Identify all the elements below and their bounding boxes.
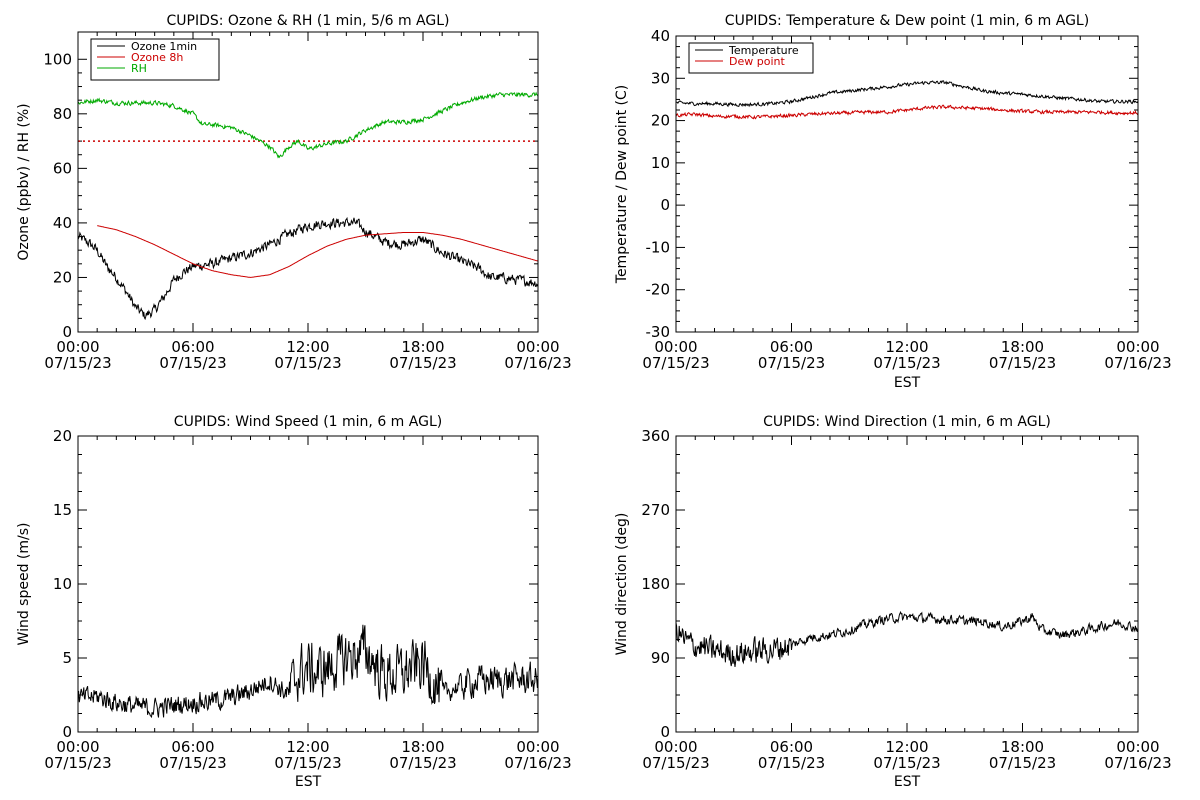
x-tick-label-date: 07/15/23	[642, 754, 709, 772]
x-tick-label-time: 18:00	[1001, 338, 1044, 356]
y-tick-label: -10	[646, 238, 671, 256]
y-tick-label: 20	[651, 112, 670, 130]
plot-frame	[77, 435, 539, 733]
plot-frame	[675, 35, 1139, 333]
legend-box	[688, 42, 814, 74]
x-axis-label: EST	[295, 774, 322, 790]
x-tick-label-date: 07/16/23	[1104, 354, 1171, 372]
x-tick-label-time: 12:00	[885, 338, 928, 356]
y-tick-label: 20	[53, 427, 72, 445]
y-tick-label: 90	[651, 649, 670, 667]
x-axis-label: EST	[894, 774, 921, 790]
x-tick-label-time: 06:00	[171, 338, 214, 356]
x-tick-label-time: 00:00	[516, 738, 559, 756]
y-tick-label: 0	[660, 196, 670, 214]
x-tick-label-date: 07/15/23	[274, 754, 341, 772]
x-tick-label-time: 18:00	[401, 738, 444, 756]
plot-frame	[77, 31, 539, 333]
x-tick-label-time: 00:00	[654, 338, 697, 356]
y-tick-label: 15	[53, 501, 72, 519]
x-tick-label-time: 12:00	[286, 338, 329, 356]
y-tick-label: 180	[641, 575, 670, 593]
y-tick-label: 270	[641, 501, 670, 519]
x-tick-label-date: 07/15/23	[159, 754, 226, 772]
series-line-dew-point	[676, 104, 1138, 120]
x-tick-label-time: 12:00	[286, 738, 329, 756]
x-tick-label-time: 18:00	[401, 338, 444, 356]
chart-panel-3: CUPIDS: Wind Speed (1 min, 6 m AGL) 0 5 10 1…	[16, 414, 572, 790]
y-axis-label: Wind direction (deg)	[614, 513, 630, 656]
legend-label: Temperature	[728, 44, 799, 57]
x-tick-label-date: 07/15/23	[159, 354, 226, 372]
y-axis-label: Wind speed (m/s)	[16, 523, 32, 646]
y-tick-label: 60	[53, 159, 72, 177]
x-tick-label-date: 07/15/23	[989, 354, 1056, 372]
legend-label: RH	[131, 62, 147, 75]
x-tick-label-date: 07/16/23	[1104, 754, 1171, 772]
chart-title: CUPIDS: Wind Speed (1 min, 6 m AGL)	[174, 414, 442, 430]
x-tick-label-time: 00:00	[1116, 338, 1159, 356]
y-tick-label: 40	[53, 214, 72, 232]
chart-title: CUPIDS: Temperature & Dew point (1 min, …	[725, 13, 1089, 29]
y-tick-label: -30	[646, 323, 671, 341]
x-tick-label-date: 07/15/23	[642, 354, 709, 372]
x-tick-label-date: 07/16/23	[504, 754, 571, 772]
chart-panel-2: CUPIDS: Temperature & Dew point (1 min, …	[614, 13, 1172, 391]
x-tick-label-time: 00:00	[654, 738, 697, 756]
chart-title: CUPIDS: Ozone & RH (1 min, 5/6 m AGL)	[166, 13, 449, 29]
x-tick-label-date: 07/15/23	[758, 754, 825, 772]
series-line	[78, 624, 538, 719]
x-tick-label-time: 06:00	[770, 738, 813, 756]
y-tick-label: 40	[651, 27, 670, 45]
plot-frame	[675, 435, 1139, 733]
x-tick-label-date: 07/15/23	[274, 354, 341, 372]
x-tick-label-date: 07/15/23	[389, 354, 456, 372]
series-line-rh	[78, 91, 538, 159]
x-tick-label-time: 06:00	[770, 338, 813, 356]
y-tick-label: 100	[43, 50, 72, 68]
y-tick-label: 20	[53, 268, 72, 286]
y-tick-label: 0	[62, 323, 72, 341]
y-axis-label: Ozone (ppbv) / RH (%)	[16, 103, 32, 260]
x-tick-label-date: 07/15/23	[989, 754, 1056, 772]
x-tick-label-time: 00:00	[516, 338, 559, 356]
series-line-temperature	[676, 80, 1138, 108]
y-tick-label: 80	[53, 105, 72, 123]
y-tick-label: -20	[646, 281, 671, 299]
x-tick-label-time: 12:00	[885, 738, 928, 756]
legend-label: Ozone 1min	[131, 40, 197, 53]
x-tick-label-time: 18:00	[1001, 738, 1044, 756]
y-tick-label: 10	[651, 154, 670, 172]
x-tick-label-date: 07/15/23	[44, 754, 111, 772]
chart-panel-1: CUPIDS: Ozone & RH (1 min, 5/6 m AGL) 0 20…	[16, 13, 572, 372]
y-tick-label: 0	[660, 723, 670, 741]
y-tick-label: 5	[62, 649, 72, 667]
x-tick-label-date: 07/15/23	[758, 354, 825, 372]
x-tick-label-date: 07/15/23	[389, 754, 456, 772]
x-tick-label-date: 07/15/23	[873, 354, 940, 372]
x-tick-label-time: 00:00	[1116, 738, 1159, 756]
x-axis-label: EST	[894, 375, 921, 391]
legend-label: Ozone 8h	[131, 51, 183, 64]
x-tick-label-date: 07/15/23	[44, 354, 111, 372]
x-tick-label-date: 07/16/23	[504, 354, 571, 372]
x-tick-label-time: 00:00	[56, 338, 99, 356]
series-line-ozone-1min	[78, 216, 538, 321]
legend-label: Dew point	[729, 55, 785, 68]
x-tick-label-date: 07/15/23	[873, 754, 940, 772]
series-line	[676, 610, 1138, 668]
chart-title: CUPIDS: Wind Direction (1 min, 6 m AGL)	[763, 414, 1051, 430]
chart-panel-4: CUPIDS: Wind Direction (1 min, 6 m AGL) 0…	[614, 414, 1172, 790]
series-line-ozone-8h	[97, 225, 538, 278]
x-tick-label-time: 06:00	[171, 738, 214, 756]
y-tick-label: 360	[641, 427, 670, 445]
y-tick-label: 30	[651, 69, 670, 87]
x-tick-label-time: 00:00	[56, 738, 99, 756]
y-tick-label: 10	[53, 575, 72, 593]
y-axis-label: Temperature / Dew point (C)	[614, 85, 630, 284]
y-tick-label: 0	[62, 723, 72, 741]
